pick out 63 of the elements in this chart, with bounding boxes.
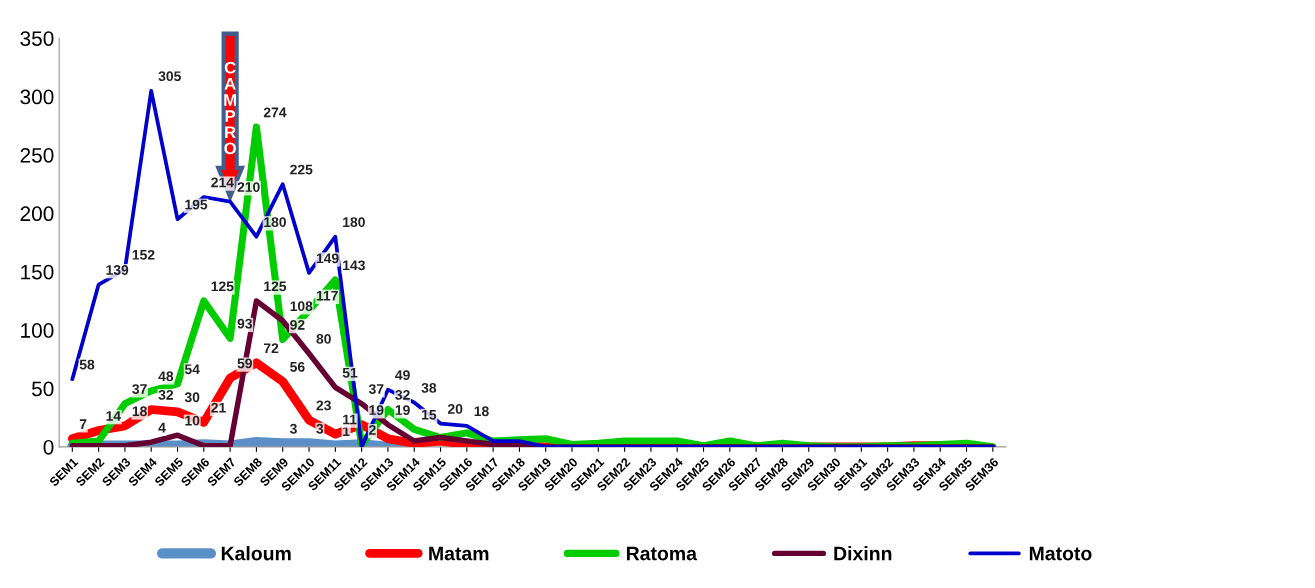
- y-tick-label: 50: [31, 381, 54, 397]
- data-label: 1: [343, 426, 350, 436]
- data-label: 92: [290, 319, 305, 330]
- data-label: 93: [237, 318, 253, 329]
- data-label: 10: [185, 415, 200, 426]
- data-label: 125: [211, 281, 234, 292]
- data-label: 30: [184, 392, 200, 403]
- data-label: 225: [290, 164, 313, 175]
- data-label: 20: [447, 404, 463, 414]
- data-label: 51: [342, 367, 358, 378]
- data-label: 37: [132, 384, 147, 395]
- data-label: 19: [395, 405, 410, 416]
- y-tick-label: 0: [43, 439, 54, 455]
- data-label: 108: [290, 301, 313, 312]
- data-label: 305: [158, 71, 181, 82]
- data-label: 18: [132, 406, 147, 417]
- data-label: 2: [369, 425, 376, 435]
- data-label: 32: [395, 389, 410, 400]
- data-label: 14: [106, 411, 121, 421]
- data-label: 58: [79, 359, 95, 370]
- y-tick-label: 350: [20, 31, 54, 46]
- data-label: 15: [422, 409, 437, 420]
- data-label: 3: [316, 423, 324, 434]
- legend-label: Ratoma: [626, 546, 698, 561]
- data-label: 195: [185, 199, 208, 210]
- legend-label: Matam: [429, 546, 489, 561]
- data-label: 180: [343, 217, 365, 228]
- data-label: 48: [158, 371, 174, 382]
- legend-label: Dixinn: [834, 546, 892, 561]
- y-tick-label: 250: [20, 147, 54, 163]
- legend-label: Kaloum: [221, 546, 291, 561]
- data-label: 19: [369, 405, 384, 416]
- data-label: 180: [264, 217, 286, 228]
- data-label: 3: [289, 423, 297, 434]
- data-label: 32: [158, 389, 174, 400]
- data-label: 38: [421, 382, 437, 393]
- data-label: 125: [264, 281, 287, 292]
- data-label: 80: [316, 333, 331, 344]
- y-tick-label: 150: [21, 264, 54, 280]
- data-label: 56: [290, 361, 305, 372]
- data-label: 4: [158, 422, 166, 433]
- data-label: 54: [184, 364, 200, 375]
- data-label: 139: [106, 265, 129, 275]
- legend-label: Matoto: [1029, 546, 1092, 561]
- data-label: 149: [316, 253, 339, 264]
- y-tick-label: 200: [20, 206, 54, 222]
- data-label: 7: [79, 419, 87, 429]
- data-label: 143: [343, 260, 365, 271]
- data-label: 37: [368, 384, 384, 395]
- data-label: 18: [474, 406, 489, 417]
- data-label: 72: [263, 343, 279, 353]
- data-label: 59: [237, 358, 252, 369]
- data-label: 210: [237, 182, 260, 192]
- data-label: 49: [395, 370, 410, 380]
- data-label: 23: [316, 400, 331, 411]
- data-label: 117: [316, 290, 338, 301]
- data-label: 274: [263, 107, 287, 118]
- data-label: 21: [211, 402, 226, 413]
- y-tick-label: 300: [20, 89, 54, 105]
- data-label: 11: [343, 414, 357, 425]
- y-tick-label: 100: [21, 323, 54, 338]
- data-label: 214: [211, 177, 234, 188]
- data-label: 152: [132, 249, 155, 260]
